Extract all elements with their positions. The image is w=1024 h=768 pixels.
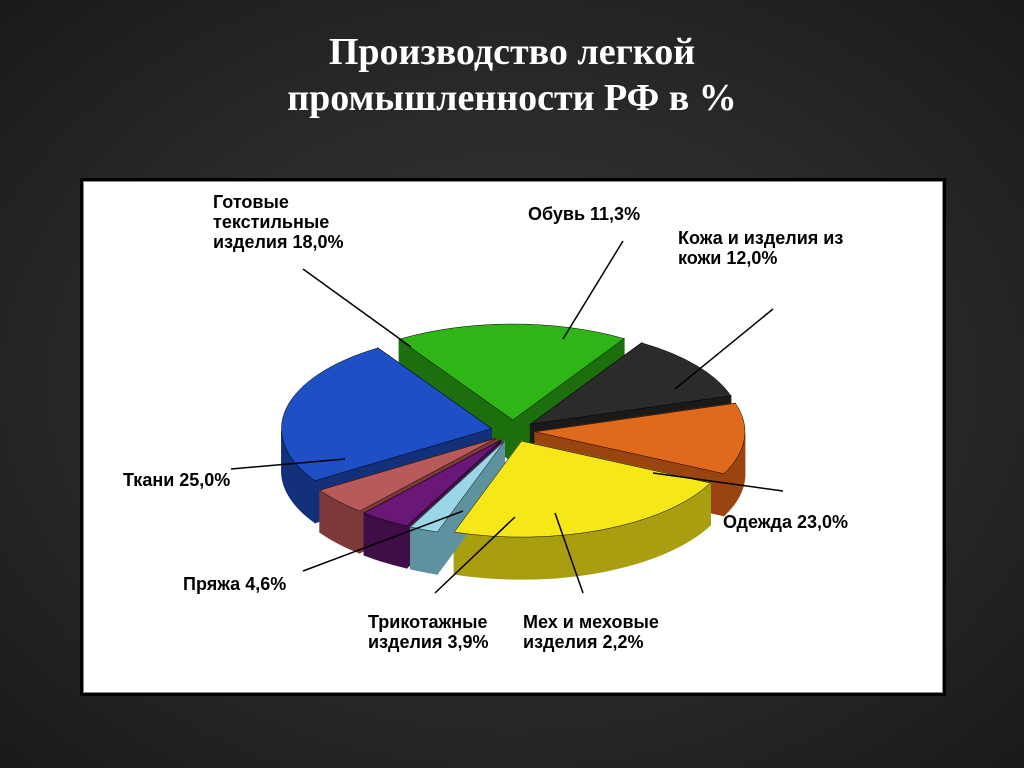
- slice-label: Трикотажные изделия 3,9%: [368, 613, 488, 653]
- title-line-2: промышленности РФ в %: [0, 76, 1024, 122]
- slide: Производство легкой промышленности РФ в …: [0, 0, 1024, 768]
- slice-label: Кожа и изделия из кожи 12,0%: [678, 229, 843, 269]
- slice-label: Ткани 25,0%: [123, 471, 230, 491]
- slide-title: Производство легкой промышленности РФ в …: [0, 30, 1024, 121]
- chart-frame: Обувь 11,3% Кожа и изделия из кожи 12,0% О…: [80, 178, 946, 696]
- slice-label: Мех и меховые изделия 2,2%: [523, 613, 659, 653]
- slice-label: Готовые текстильные изделия 18,0%: [213, 193, 344, 252]
- slice-label: Пряжа 4,6%: [183, 575, 286, 595]
- slice-label: Одежда 23,0%: [723, 513, 848, 533]
- slice-label: Обувь 11,3%: [528, 205, 640, 225]
- title-line-1: Производство легкой: [0, 30, 1024, 76]
